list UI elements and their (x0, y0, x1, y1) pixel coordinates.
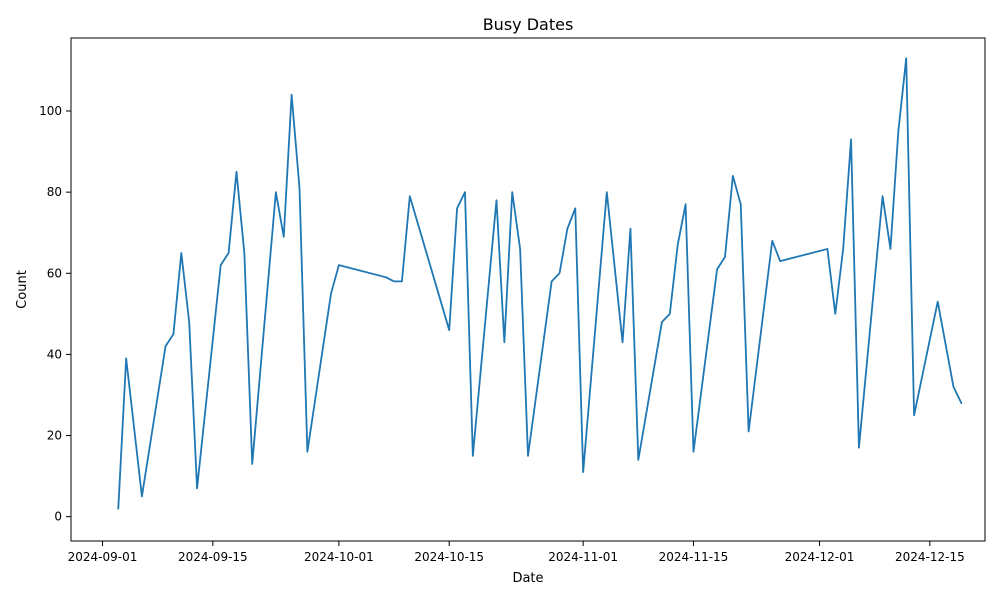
x-axis-title: Date (512, 571, 543, 586)
x-tick-label: 2024-09-01 (68, 550, 138, 564)
y-tick-label: 20 (47, 429, 62, 443)
series-line (117, 57, 963, 510)
y-tick-label: 100 (39, 104, 62, 118)
plot-frame (70, 37, 986, 542)
x-tick-label: 2024-10-01 (304, 550, 374, 564)
x-tick-label: 2024-12-15 (895, 550, 965, 564)
x-tick-label: 2024-09-15 (178, 550, 248, 564)
y-tick-label: 60 (47, 266, 62, 280)
x-tick-label: 2024-11-15 (659, 550, 729, 564)
series-group (117, 57, 963, 510)
y-tick-label: 0 (54, 510, 62, 524)
y-axis-ticks: 0 20 40 60 80 100 (39, 104, 71, 524)
y-axis-title: Count (15, 270, 30, 309)
x-tick-label: 2024-10-15 (414, 550, 484, 564)
x-axis-ticks: 2024-09-01 2024-09-15 2024-10-01 2024-10-15… (68, 541, 965, 564)
y-tick-label: 40 (47, 347, 62, 361)
chart-title: Busy Dates (483, 15, 574, 34)
x-tick-label: 2024-11-01 (548, 550, 618, 564)
x-tick-label: 2024-12-01 (785, 550, 855, 564)
y-tick-label: 80 (47, 185, 62, 199)
